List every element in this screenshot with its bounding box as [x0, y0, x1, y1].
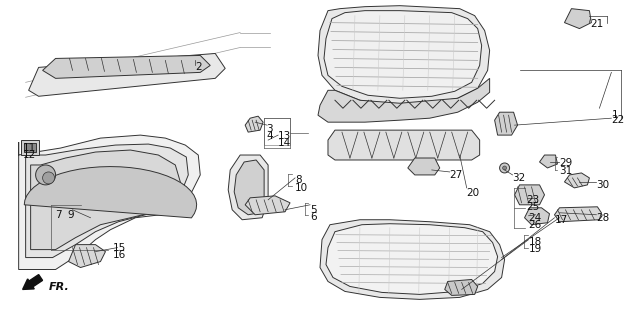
Text: 15: 15: [113, 243, 125, 252]
Circle shape: [43, 172, 54, 184]
Polygon shape: [324, 10, 482, 98]
Text: 31: 31: [559, 166, 573, 176]
Polygon shape: [245, 196, 290, 215]
Polygon shape: [320, 220, 504, 299]
Text: 26: 26: [529, 220, 542, 230]
Polygon shape: [445, 280, 477, 295]
Circle shape: [500, 163, 509, 173]
Text: 5: 5: [310, 205, 317, 215]
Text: 11: 11: [22, 143, 36, 153]
Text: 30: 30: [596, 180, 609, 190]
Polygon shape: [24, 167, 196, 218]
Text: 8: 8: [295, 175, 301, 185]
Text: 3: 3: [266, 124, 273, 134]
Text: 12: 12: [22, 150, 36, 160]
Polygon shape: [318, 6, 490, 105]
Text: 16: 16: [113, 250, 125, 259]
Text: 24: 24: [529, 213, 542, 223]
Text: 20: 20: [467, 188, 480, 198]
Polygon shape: [24, 143, 36, 152]
Text: 17: 17: [554, 215, 568, 225]
Polygon shape: [20, 140, 38, 155]
Polygon shape: [26, 144, 188, 258]
Circle shape: [36, 165, 56, 185]
Polygon shape: [564, 173, 589, 188]
Text: 32: 32: [513, 173, 526, 183]
Circle shape: [502, 166, 507, 170]
FancyArrow shape: [22, 274, 42, 289]
Polygon shape: [326, 224, 498, 294]
Polygon shape: [515, 185, 545, 205]
Polygon shape: [43, 55, 210, 78]
Text: 19: 19: [529, 244, 542, 254]
Polygon shape: [525, 208, 550, 225]
Polygon shape: [264, 118, 290, 145]
Polygon shape: [408, 158, 440, 175]
Polygon shape: [245, 116, 263, 132]
Text: 7: 7: [56, 210, 62, 220]
Text: 22: 22: [611, 115, 625, 125]
Text: 29: 29: [559, 158, 573, 168]
Polygon shape: [29, 53, 225, 96]
Polygon shape: [554, 207, 602, 222]
Polygon shape: [318, 78, 490, 122]
Polygon shape: [540, 155, 557, 168]
Polygon shape: [495, 112, 518, 135]
Polygon shape: [68, 245, 106, 267]
Text: 13: 13: [278, 131, 291, 141]
Polygon shape: [564, 9, 591, 29]
Text: 23: 23: [527, 195, 540, 205]
Text: 2: 2: [195, 62, 202, 73]
Text: 27: 27: [450, 170, 463, 180]
Polygon shape: [228, 155, 268, 220]
Text: 1: 1: [611, 110, 618, 120]
Text: 18: 18: [529, 237, 542, 247]
Polygon shape: [31, 150, 180, 250]
Text: 9: 9: [68, 210, 74, 220]
Polygon shape: [234, 160, 264, 215]
Text: 28: 28: [596, 213, 610, 223]
Text: 10: 10: [295, 183, 308, 193]
Polygon shape: [328, 130, 479, 160]
Text: 6: 6: [310, 212, 317, 222]
Text: FR.: FR.: [49, 282, 69, 293]
Text: 4: 4: [266, 131, 273, 141]
Text: 14: 14: [278, 138, 291, 148]
Text: 21: 21: [591, 19, 604, 29]
Polygon shape: [19, 135, 200, 270]
Text: 25: 25: [527, 202, 540, 212]
